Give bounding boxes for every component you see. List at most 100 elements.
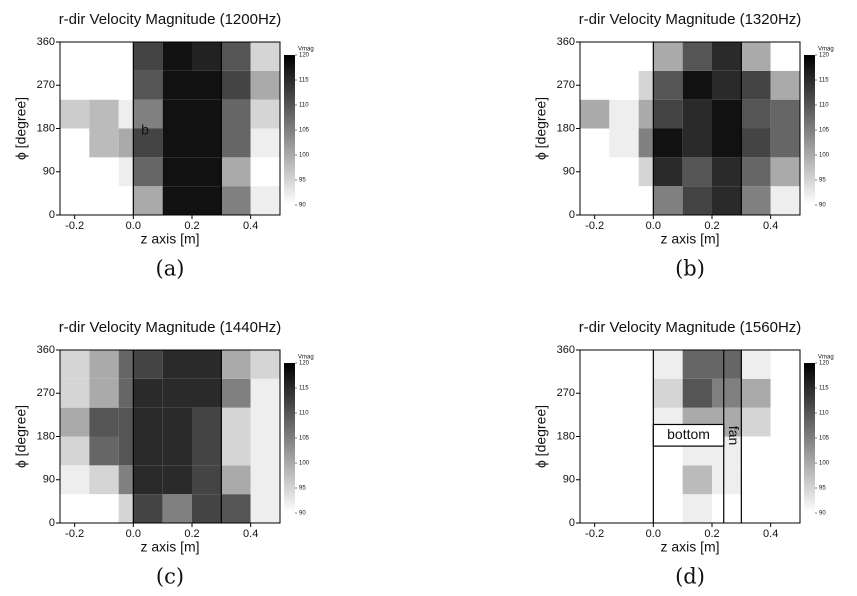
heat-cell	[741, 407, 771, 437]
heat-cell	[653, 42, 683, 71]
colorbar-tick-label: 110	[299, 103, 309, 109]
heat-cell	[741, 436, 771, 466]
heat-cell	[221, 157, 251, 187]
panel: bottom fan -0.2 0.0 0.2 0.4 0 90 180 270 360 r-dir …	[533, 319, 834, 589]
heat-cell	[770, 186, 800, 215]
x-axis-label: z axis [m]	[140, 539, 199, 555]
heat-cell	[118, 350, 134, 379]
heat-cell	[741, 70, 771, 100]
heat-cell	[770, 70, 800, 100]
heat-cell	[770, 494, 800, 523]
heat-cell	[162, 378, 192, 408]
heat-cell	[609, 70, 639, 100]
colorbar-tick-label: 100	[819, 461, 830, 467]
heat-cell	[580, 378, 610, 408]
heat-cell	[712, 494, 742, 523]
caption: (b)	[675, 257, 705, 281]
heat-cell	[133, 465, 163, 495]
heat-cell	[653, 465, 683, 495]
colorbar-label: Vmag	[818, 47, 834, 53]
heat-cell	[638, 494, 654, 523]
heat-cell	[89, 494, 119, 523]
heat-cell	[770, 350, 800, 379]
y-tick-label: 270	[37, 387, 55, 399]
heat-cell	[133, 70, 163, 100]
heat-cell	[89, 350, 119, 379]
colorbar-tick-label: 105	[299, 128, 310, 134]
heat-cell	[770, 407, 800, 437]
y-tick-label: 360	[37, 36, 55, 48]
x-tick-label: 0.2	[184, 528, 199, 540]
heat-cell	[89, 186, 119, 215]
heat-cell	[653, 378, 683, 408]
y-tick-label: 270	[557, 387, 575, 399]
heat-cell	[133, 42, 163, 71]
heat-cell	[741, 186, 771, 215]
heat-cell	[741, 494, 771, 523]
colorbar-tick-label: 115	[299, 78, 309, 84]
heat-cell	[609, 465, 639, 495]
x-tick-label: 0.0	[126, 220, 141, 232]
colorbar-tick-label: 105	[299, 436, 310, 442]
heat-cell	[133, 350, 163, 379]
heat-cell	[192, 157, 222, 187]
heat-cell	[118, 407, 134, 437]
y-tick-label: 270	[37, 79, 55, 91]
heat-cell	[162, 494, 192, 523]
heat-cell	[609, 42, 639, 71]
heat-cell	[162, 128, 192, 158]
heat-cell	[60, 99, 90, 129]
chart-title: r-dir Velocity Magnitude (1200Hz)	[59, 11, 282, 28]
heat-cell	[89, 128, 119, 158]
heat-cell	[221, 42, 251, 71]
annotation: bottom	[667, 426, 710, 442]
heat-cell	[192, 186, 222, 215]
heat-cell	[89, 436, 119, 466]
heat-cell	[653, 70, 683, 100]
heat-cell	[192, 407, 222, 437]
colorbar-tick-label: 95	[819, 178, 826, 184]
heat-cell	[162, 42, 192, 71]
heat-cell	[712, 186, 742, 215]
heat-cell	[89, 378, 119, 408]
x-tick-label: 0.2	[704, 220, 719, 232]
panel: -0.2 0.0 0.2 0.4 0 90 180 270 360 r-dir Velocity …	[533, 11, 834, 281]
heat-cell	[221, 494, 251, 523]
heat-cell	[712, 465, 742, 495]
colorbar-tick-label: 100	[299, 153, 310, 159]
colorbar	[284, 55, 295, 205]
x-axis-label: z axis [m]	[140, 231, 199, 247]
heat-cell	[770, 99, 800, 129]
heat-cell	[712, 157, 742, 187]
heat-cell	[609, 99, 639, 129]
colorbar-tick-label: 100	[299, 461, 310, 467]
heat-cell	[682, 157, 712, 187]
colorbar-label: Vmag	[298, 47, 314, 53]
heat-cell	[133, 128, 163, 158]
x-axis-label: z axis [m]	[660, 231, 719, 247]
heat-cell	[638, 378, 654, 408]
chart-title: r-dir Velocity Magnitude (1560Hz)	[579, 319, 802, 336]
heat-cell	[162, 157, 192, 187]
colorbar-tick-label: 90	[819, 511, 826, 517]
heat-cell	[712, 42, 742, 71]
caption: (c)	[156, 565, 184, 589]
heat-cell	[770, 128, 800, 158]
heat-cell	[60, 70, 90, 100]
y-tick-label: 180	[557, 430, 575, 442]
heat-cell	[162, 350, 192, 379]
heat-cell	[638, 99, 654, 129]
colorbar-tick-label: 120	[299, 53, 310, 59]
heat-cell	[221, 70, 251, 100]
heat-cell	[89, 42, 119, 71]
y-axis-label: ϕ [degree]	[13, 405, 29, 468]
heat-cell	[89, 157, 119, 187]
heat-cell	[250, 378, 280, 408]
colorbar-tick-label: 120	[299, 361, 310, 367]
heat-cell	[770, 42, 800, 71]
heat-cell	[162, 436, 192, 466]
heat-cell	[682, 70, 712, 100]
heat-cell	[162, 99, 192, 129]
heat-cell	[221, 436, 251, 466]
heat-cell	[682, 350, 712, 379]
